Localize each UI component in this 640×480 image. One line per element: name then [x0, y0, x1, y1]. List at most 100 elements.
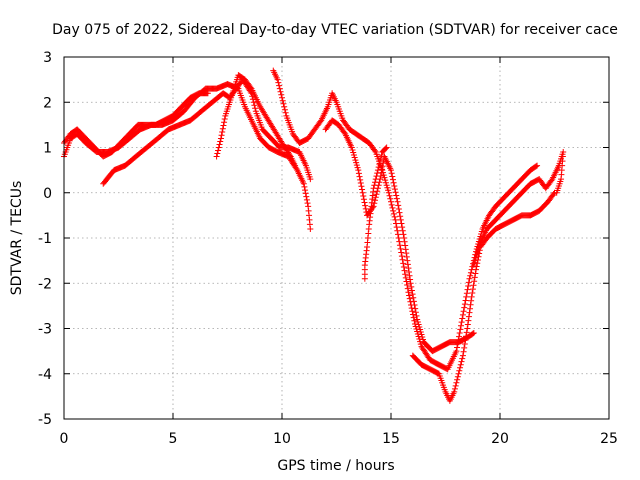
series-track-e: [270, 67, 541, 373]
data-point: [281, 106, 288, 113]
data-point: [463, 293, 470, 300]
data-point: [371, 147, 378, 154]
data-point: [382, 177, 389, 184]
data-point: [292, 162, 299, 169]
data-point: [468, 297, 475, 304]
data-point: [281, 103, 288, 110]
data-point: [478, 228, 485, 235]
series-track-g: [361, 144, 390, 282]
y-axis-label: SDTVAR / TECUs: [9, 181, 25, 296]
y-tick-label: 1: [43, 141, 52, 157]
data-point: [276, 82, 283, 89]
data-point: [382, 179, 389, 186]
data-point: [402, 242, 409, 249]
data-point: [307, 176, 314, 183]
data-point: [460, 308, 467, 315]
data-point: [353, 162, 360, 169]
data-point: [409, 291, 416, 298]
data-point: [473, 266, 480, 273]
data-point: [390, 210, 397, 217]
data-point: [417, 326, 424, 333]
data-point: [402, 274, 409, 281]
data-point: [404, 261, 411, 268]
plot-frame: [63, 56, 610, 420]
data-point: [304, 200, 311, 207]
data-point: [466, 275, 473, 282]
series-track-c: [213, 72, 299, 169]
data-point: [352, 157, 359, 164]
data-point: [461, 301, 468, 308]
data-point: [376, 161, 383, 168]
data-point: [460, 348, 467, 355]
y-tick-label: -1: [38, 231, 52, 247]
data-point: [388, 167, 394, 174]
data-point: [456, 367, 463, 374]
data-point: [474, 249, 481, 256]
data-point: [406, 292, 413, 299]
data-point: [370, 185, 377, 192]
data-point: [471, 274, 478, 281]
data-point: [403, 278, 410, 285]
data-point: [280, 100, 287, 107]
data-point: [463, 329, 470, 336]
data-point: [360, 196, 367, 203]
data-point: [398, 249, 405, 256]
data-point: [379, 163, 386, 170]
data-point: [276, 85, 283, 92]
data-point: [377, 155, 384, 162]
data-point: [410, 294, 417, 301]
data-point: [462, 297, 469, 304]
data-point: [457, 364, 464, 371]
data-point: [464, 286, 471, 293]
data-point: [374, 188, 381, 195]
data-point: [405, 289, 412, 296]
data-point: [464, 325, 471, 332]
data-point: [411, 317, 418, 324]
data-point: [410, 298, 417, 305]
data-point: [279, 97, 286, 104]
data-point: [473, 263, 480, 270]
data-point: [472, 270, 479, 277]
data-point: [219, 128, 226, 135]
data-point: [457, 326, 464, 333]
x-tick-label: 10: [273, 431, 291, 447]
y-tick-label: -5: [38, 412, 52, 428]
data-point: [451, 388, 458, 395]
data-point: [387, 195, 394, 202]
data-point: [217, 138, 224, 145]
series-track-i: [470, 149, 567, 269]
data-point: [219, 125, 226, 132]
data-point: [463, 290, 470, 297]
data-point: [409, 308, 416, 315]
data-point: [467, 301, 474, 308]
data-point: [279, 94, 285, 101]
x-tick-label: 0: [60, 431, 69, 447]
data-point: [459, 352, 466, 359]
data-point: [453, 348, 460, 355]
data-point: [300, 180, 307, 187]
data-point: [378, 152, 385, 159]
data-point: [467, 272, 474, 279]
data-point: [418, 331, 425, 338]
data-point: [372, 176, 379, 183]
data-point: [473, 254, 480, 261]
data-point: [416, 323, 423, 330]
data-point: [457, 322, 464, 329]
data-point: [465, 317, 472, 324]
data-point: [451, 385, 458, 392]
data-point: [389, 173, 396, 180]
data-point: [400, 263, 407, 270]
data-point: [398, 253, 405, 260]
data-point: [454, 373, 461, 380]
data-point: [399, 256, 406, 263]
data-point: [407, 280, 414, 287]
data-point: [411, 301, 418, 308]
data-point: [393, 192, 400, 199]
data-point: [413, 312, 420, 319]
data-point: [350, 149, 357, 156]
data-point: [404, 285, 411, 292]
chart-title: Day 075 of 2022, Sidereal Day-to-day VTE…: [52, 22, 618, 38]
data-point: [458, 358, 465, 365]
data-point: [461, 344, 468, 351]
